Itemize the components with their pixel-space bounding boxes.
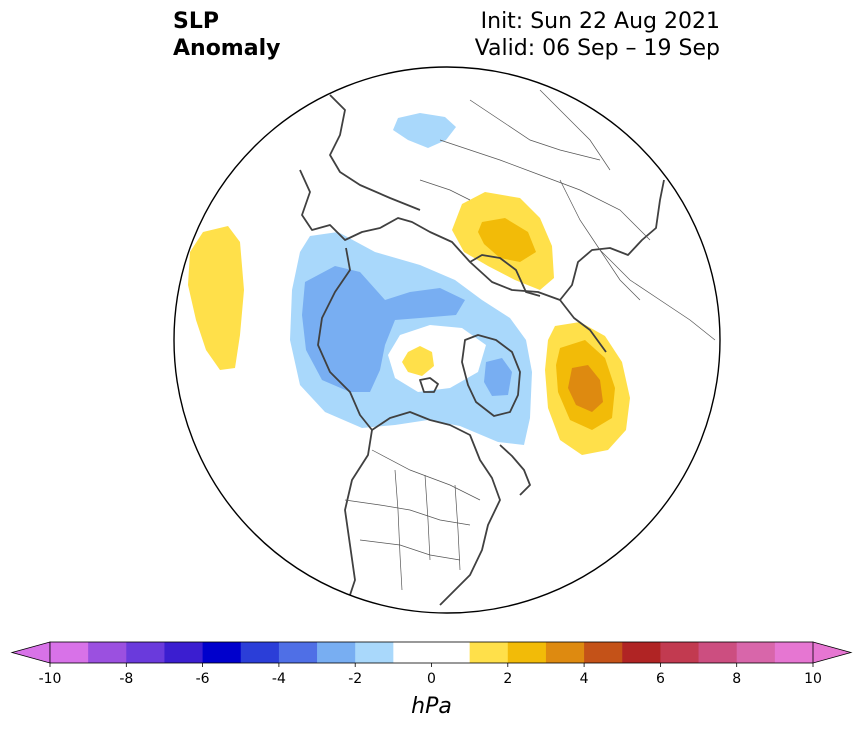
colorbar-cell	[164, 642, 204, 663]
polar-map	[173, 66, 721, 614]
arctic-small-positive-anomaly	[402, 346, 434, 376]
colorbar-cell	[126, 642, 165, 663]
colorbar-cell	[736, 642, 776, 663]
arctic-neutral-hole	[388, 325, 486, 392]
colorbar-cell	[622, 642, 661, 663]
colorbar-cell	[469, 642, 509, 663]
valid-range: Valid: 06 Sep – 19 Sep	[474, 36, 720, 61]
colorbar-units: hPa	[411, 694, 452, 719]
colorbar-tick-label: 0	[427, 671, 436, 687]
atlantic-positive-anomaly-center	[568, 365, 603, 412]
colorbar-cell	[660, 642, 700, 663]
europe-positive-anomaly-core	[478, 218, 536, 262]
colorbar-cell	[202, 642, 242, 663]
date-info: Init: Sun 22 Aug 2021 Valid: 06 Sep – 19…	[475, 8, 720, 62]
colorbar-tick-label: 10	[804, 671, 822, 687]
colorbar-cell	[698, 642, 738, 663]
colorbar-cell	[774, 642, 814, 663]
colorbar-tick-label: 8	[732, 671, 741, 687]
colorbar-cell	[240, 642, 280, 663]
arctic-inner-negative-anomaly	[302, 266, 465, 392]
colorbar-tick-label: -8	[119, 671, 133, 687]
colorbar-cell	[88, 642, 127, 663]
colorbar-over-extension	[812, 641, 853, 664]
colorbar-tick-label: 2	[503, 671, 512, 687]
pacific-positive-anomaly	[188, 226, 244, 370]
globe-outline	[173, 66, 721, 614]
title-line-2: Anomaly	[173, 36, 281, 61]
greenland-negative-anomaly-center	[484, 358, 512, 396]
colorbar-tick-label: -6	[196, 671, 210, 687]
colorbar-cell	[50, 642, 89, 663]
title-line-1: SLP	[173, 9, 219, 34]
colorbar-cell	[584, 642, 623, 663]
colorbar-tick-label: -2	[348, 671, 362, 687]
colorbar-cell	[317, 642, 356, 663]
colorbar-cell	[507, 642, 547, 663]
colorbar-tick-label: -10	[39, 671, 62, 687]
colorbar: -10 -8 -6 -4 -2 0 2 4 6 8 10	[10, 641, 853, 687]
colorbar-tick-label: 6	[656, 671, 665, 687]
colorbar-tick-label: -4	[272, 671, 286, 687]
init-date: Init: Sun 22 Aug 2021	[480, 9, 720, 34]
colorbar-cell	[355, 642, 394, 663]
colorbar-cell	[545, 642, 585, 663]
colorbar-cell	[393, 642, 471, 663]
colorbar-cell	[278, 642, 318, 663]
coastlines	[299, 94, 665, 611]
colorbar-under-extension	[10, 641, 51, 664]
political-borders	[344, 89, 716, 591]
north-asia-negative-anomaly	[393, 113, 456, 148]
map-title: SLP Anomaly	[173, 8, 280, 62]
colorbar-tick-label: 4	[580, 671, 589, 687]
